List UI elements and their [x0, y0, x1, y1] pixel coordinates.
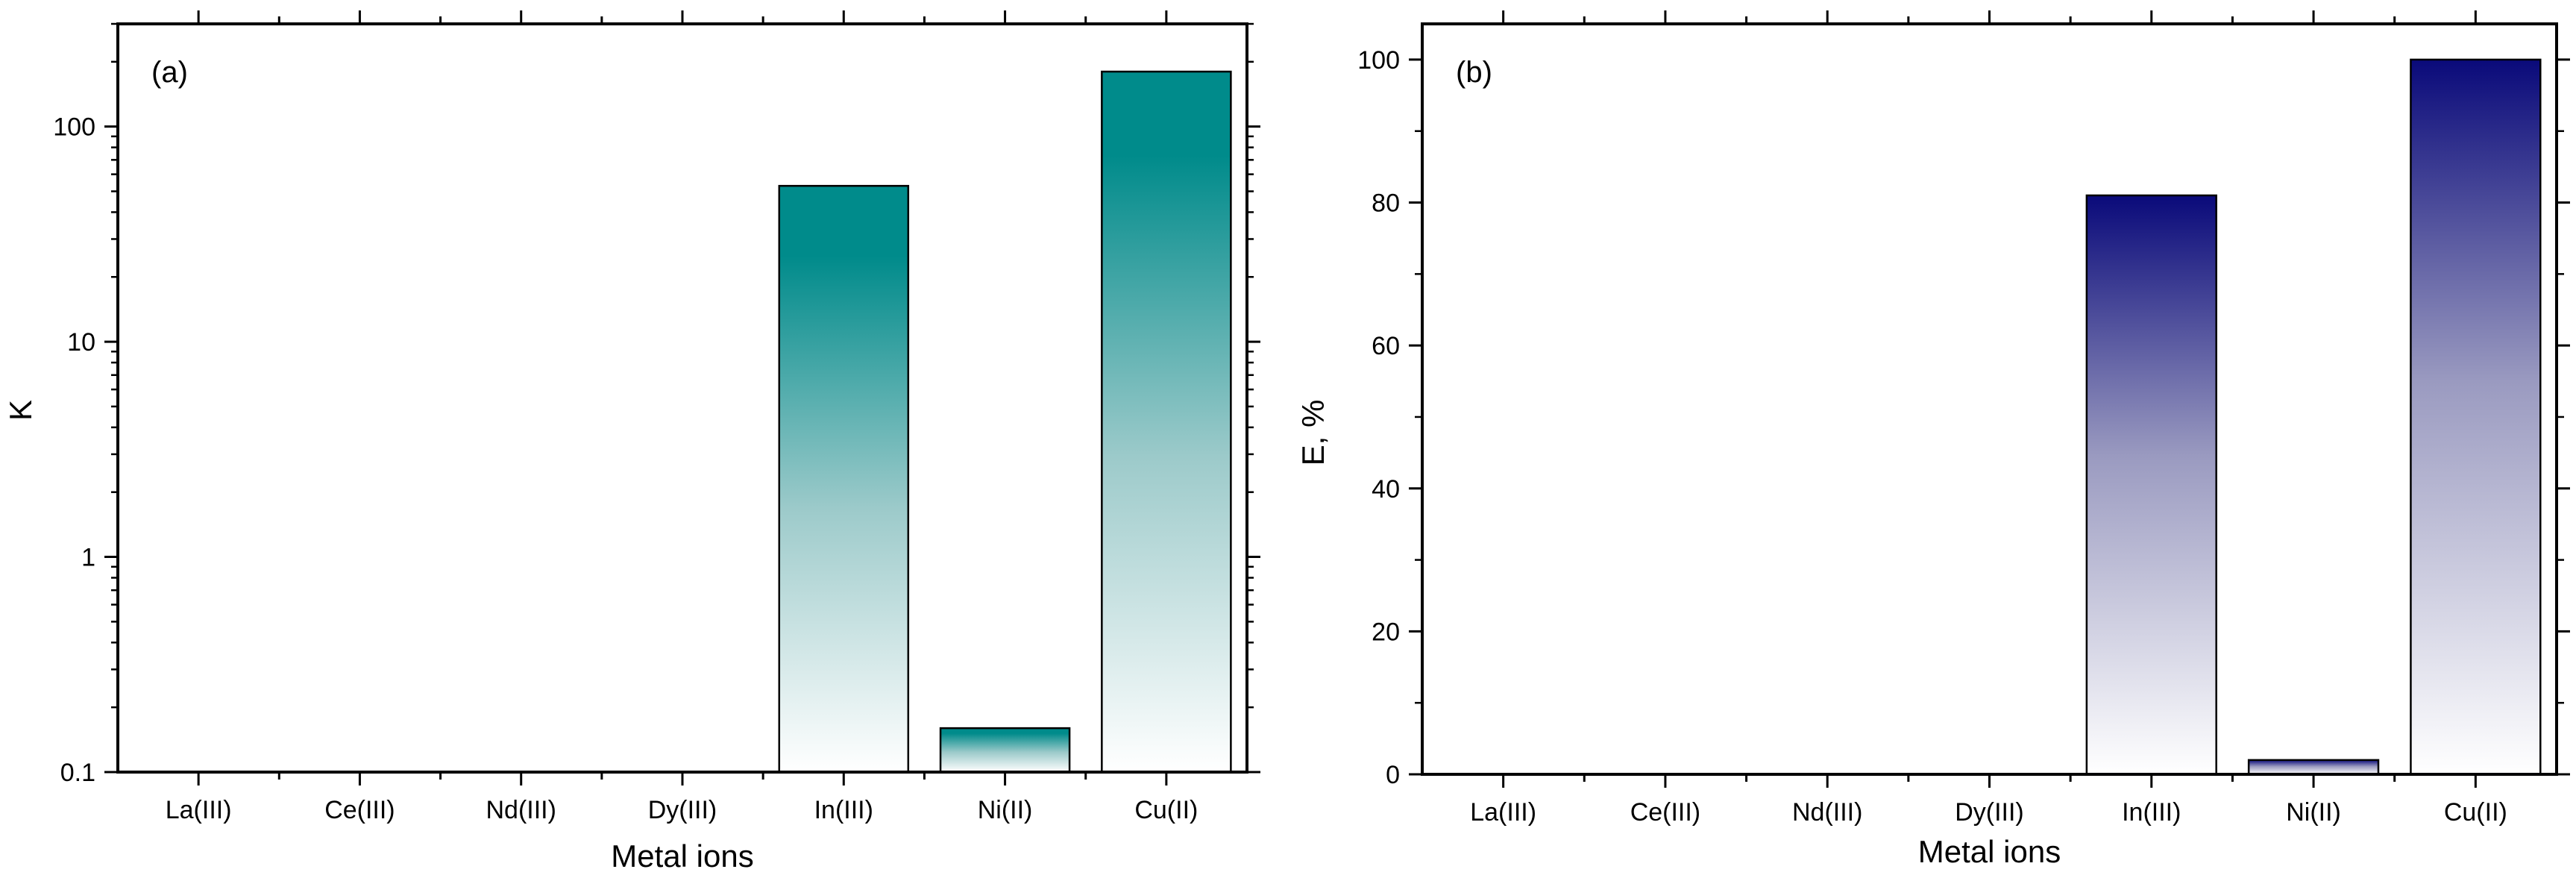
- x-tick-label: Ni(II): [978, 796, 1033, 824]
- y-tick-label: 40: [1372, 475, 1400, 504]
- y-tick-label: 0: [1386, 761, 1400, 789]
- x-axis-label: Metal ions: [1918, 834, 2061, 869]
- bar-cuii: [2410, 58, 2542, 776]
- x-tick-label: In(III): [814, 796, 873, 824]
- plot-frame: [116, 22, 1248, 774]
- x-tick-label: Ni(II): [2286, 798, 2341, 827]
- plot-frame: [1421, 22, 2558, 776]
- panel-label: (b): [1456, 56, 1492, 89]
- x-tick-label: Dy(III): [1955, 798, 2024, 827]
- y-tick-label: 10: [67, 328, 95, 357]
- y-tick-label: 100: [1357, 46, 1400, 75]
- x-tick-label: Ce(III): [1630, 798, 1700, 827]
- bar-cuii: [1101, 70, 1232, 774]
- y-tick-label: 60: [1372, 332, 1400, 360]
- x-tick-label: Cu(II): [2444, 798, 2507, 827]
- y-axis-label: E, %: [1295, 400, 1331, 466]
- y-axis-label: K: [3, 400, 38, 421]
- bar-niii: [2247, 759, 2380, 776]
- x-tick-label: In(III): [2122, 798, 2181, 827]
- x-tick-label: La(III): [1470, 798, 1536, 827]
- bar-niii: [939, 727, 1071, 774]
- y-tick-label: 80: [1372, 189, 1400, 218]
- y-tick-label: 0.1: [60, 759, 95, 787]
- x-tick-label: La(III): [166, 796, 232, 824]
- x-tick-label: Dy(III): [648, 796, 717, 824]
- panel-a-chart: La(III) Ce(III) Nd(III) Dy(III) In(III) Ni(II…: [3, 10, 1260, 874]
- x-tick-label: Ce(III): [324, 796, 395, 824]
- x-tick-label: Nd(III): [1792, 798, 1862, 827]
- panel-label: (a): [151, 56, 188, 89]
- panel-b-chart: La(III) Ce(III) Nd(III) Dy(III) In(III) Ni(II…: [1295, 10, 2570, 869]
- x-axis-label: Metal ions: [611, 838, 753, 874]
- x-tick-label: Cu(II): [1134, 796, 1198, 824]
- y-tick-label: 20: [1372, 618, 1400, 646]
- bar-iniii: [2085, 194, 2217, 776]
- x-tick-label: Nd(III): [486, 796, 556, 824]
- y-tick-label: 100: [53, 113, 95, 142]
- bar-iniii: [778, 184, 910, 774]
- y-tick-label: 1: [81, 544, 95, 572]
